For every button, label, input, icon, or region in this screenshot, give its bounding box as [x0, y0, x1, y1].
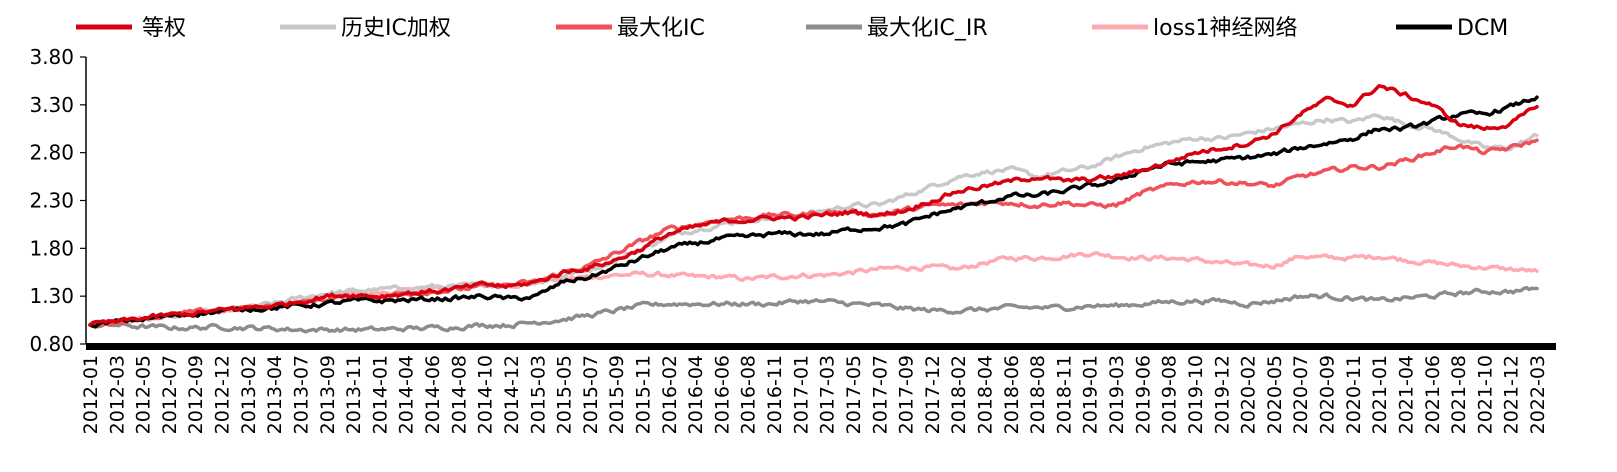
x-tick-label: 2014-10 [475, 355, 497, 434]
x-tick-label: 2016-11 [764, 355, 786, 434]
x-tick-label: 2022-03 [1527, 355, 1549, 434]
x-tick-label: 2018-04 [975, 355, 997, 434]
x-tick-label: 2012-09 [185, 355, 207, 434]
x-tick-label: 2012-03 [106, 355, 128, 434]
x-tick-label: 2017-03 [817, 355, 839, 434]
x-tick-label: 2017-05 [843, 355, 865, 434]
legend: 等权 历史IC加权 最大化IC 最大化IC_IR loss1神经网络 DCM [76, 16, 1508, 41]
x-tick-label: 2015-03 [527, 355, 549, 434]
y-tick-label: 2.30 [29, 189, 74, 213]
plot-series [88, 84, 1539, 334]
x-tick-label: 2020-11 [1343, 355, 1365, 434]
x-tick-label: 2016-02 [659, 355, 681, 434]
x-tick-label: 2016-06 [711, 355, 733, 434]
x-tick-label: 2019-01 [1080, 355, 1102, 434]
x-tick-label: 2018-06 [1001, 355, 1023, 434]
x-tick-label: 2014-06 [422, 355, 444, 434]
x-tick-label: 2016-04 [685, 355, 707, 434]
x-tick-label: 2021-10 [1474, 355, 1496, 434]
x-tick-label: 2012-07 [159, 355, 181, 434]
x-tick-label: 2014-04 [396, 355, 418, 434]
series-line [88, 285, 1539, 334]
x-tick-label: 2015-05 [554, 355, 576, 434]
x-tick-label: 2019-12 [1211, 355, 1233, 434]
y-axis: 0.80 1.30 1.80 2.30 2.80 3.30 3.80 [29, 45, 87, 356]
y-tick-label: 1.80 [29, 236, 74, 260]
x-tick-label: 2020-05 [1264, 355, 1286, 434]
legend-label: 最大化IC [617, 16, 705, 41]
x-tick-label: 2013-09 [317, 355, 339, 434]
x-tick-label: 2019-06 [1132, 355, 1154, 434]
series-line [88, 251, 1539, 328]
x-tick-label: 2013-04 [264, 355, 286, 434]
x-tick-label: 2017-07 [869, 355, 891, 434]
x-tick-label: 2012-05 [133, 355, 155, 434]
x-tick-label: 2017-12 [922, 355, 944, 434]
series-line [88, 95, 1539, 329]
x-tick-label: 2020-07 [1290, 355, 1312, 434]
x-tick-label: 2019-08 [1159, 355, 1181, 434]
y-tick-label: 0.80 [29, 332, 74, 356]
x-tick-label: 2015-09 [606, 355, 628, 434]
x-tick-label: 2016-08 [738, 355, 760, 434]
x-tick-label: 2020-02 [1238, 355, 1260, 434]
legend-label: 最大化IC_IR [867, 16, 988, 41]
x-tick-label: 2014-01 [369, 355, 391, 434]
x-axis: 2012-01 2012-03 2012-05 2012-07 2012-09 2012-… [80, 343, 1556, 434]
x-tick-label: 2018-02 [948, 355, 970, 434]
y-tick-label: 3.80 [29, 45, 74, 69]
legend-label: DCM [1457, 16, 1508, 41]
x-tick-label: 2018-08 [1027, 355, 1049, 434]
x-tick-label: 2014-08 [448, 355, 470, 434]
legend-label: 等权 [142, 16, 186, 41]
x-tick-label: 2018-11 [1053, 355, 1075, 434]
x-tick-label: 2014-12 [501, 355, 523, 434]
x-tick-label: 2012-01 [80, 355, 102, 434]
x-tick-label: 2021-01 [1369, 355, 1391, 434]
legend-label: 历史IC加权 [341, 16, 451, 41]
series-line [88, 84, 1539, 327]
x-tick-label: 2017-09 [896, 355, 918, 434]
x-tick-label: 2013-11 [343, 355, 365, 434]
x-tick-label: 2013-02 [238, 355, 260, 434]
x-tick-label: 2021-08 [1448, 355, 1470, 434]
x-tick-label: 2021-06 [1422, 355, 1444, 434]
y-tick-label: 2.80 [29, 141, 74, 165]
y-tick-label: 3.30 [29, 93, 74, 117]
x-tick-label: 2013-07 [290, 355, 312, 434]
x-tick-label: 2015-11 [632, 355, 654, 434]
x-tick-label: 2017-01 [790, 355, 812, 434]
legend-label: loss1神经网络 [1153, 16, 1298, 41]
x-tick-label: 2021-12 [1501, 355, 1523, 434]
x-tick-label: 2012-12 [212, 355, 234, 434]
x-tick-label: 2019-03 [1106, 355, 1128, 434]
x-axis-band [86, 343, 1556, 350]
x-tick-label: 2015-07 [580, 355, 602, 434]
x-tick-label: 2020-09 [1317, 355, 1339, 434]
x-tick-label: 2019-10 [1185, 355, 1207, 434]
series-line [88, 138, 1539, 328]
y-tick-label: 1.30 [29, 284, 74, 308]
x-tick-label: 2021-04 [1395, 355, 1417, 434]
